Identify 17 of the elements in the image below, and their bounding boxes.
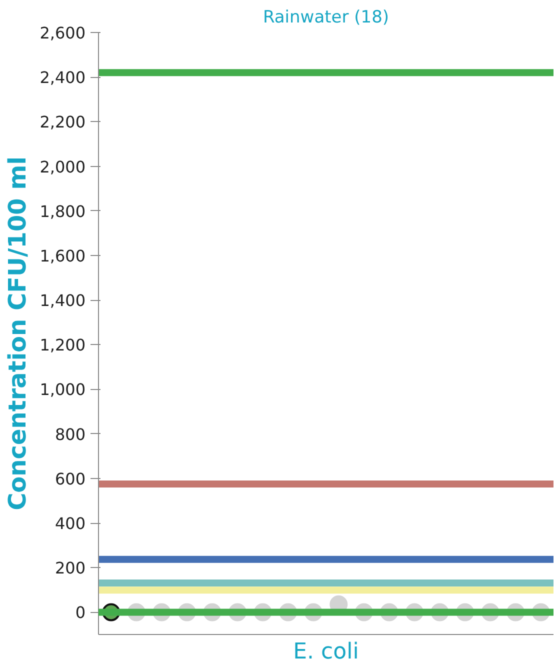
y-tick-label: 400 [54, 514, 86, 534]
y-tick-label: 2,600 [40, 24, 86, 42]
y-tick-label: 600 [54, 469, 86, 488]
y-tick-label: 800 [54, 424, 86, 444]
y-tick-label: 1,000 [40, 380, 86, 400]
y-tick-label: 1,200 [40, 336, 86, 355]
y-tick-label: 0 [75, 603, 86, 622]
y-tick-label: 2,000 [40, 157, 86, 176]
y-axis-title: Concentration CFU/100 ml [4, 156, 32, 510]
y-tick-label: 1,600 [40, 246, 86, 266]
chart-title: Rainwater (18) [262, 8, 390, 28]
y-tick-label: 1,800 [40, 202, 86, 221]
y-tick-label: 2,400 [40, 68, 86, 88]
y-tick-label: 2,200 [40, 112, 86, 132]
y-tick-label: 1,400 [40, 291, 86, 310]
x-axis-title: E. coli [293, 640, 359, 664]
y-tick-label: 200 [54, 558, 86, 578]
